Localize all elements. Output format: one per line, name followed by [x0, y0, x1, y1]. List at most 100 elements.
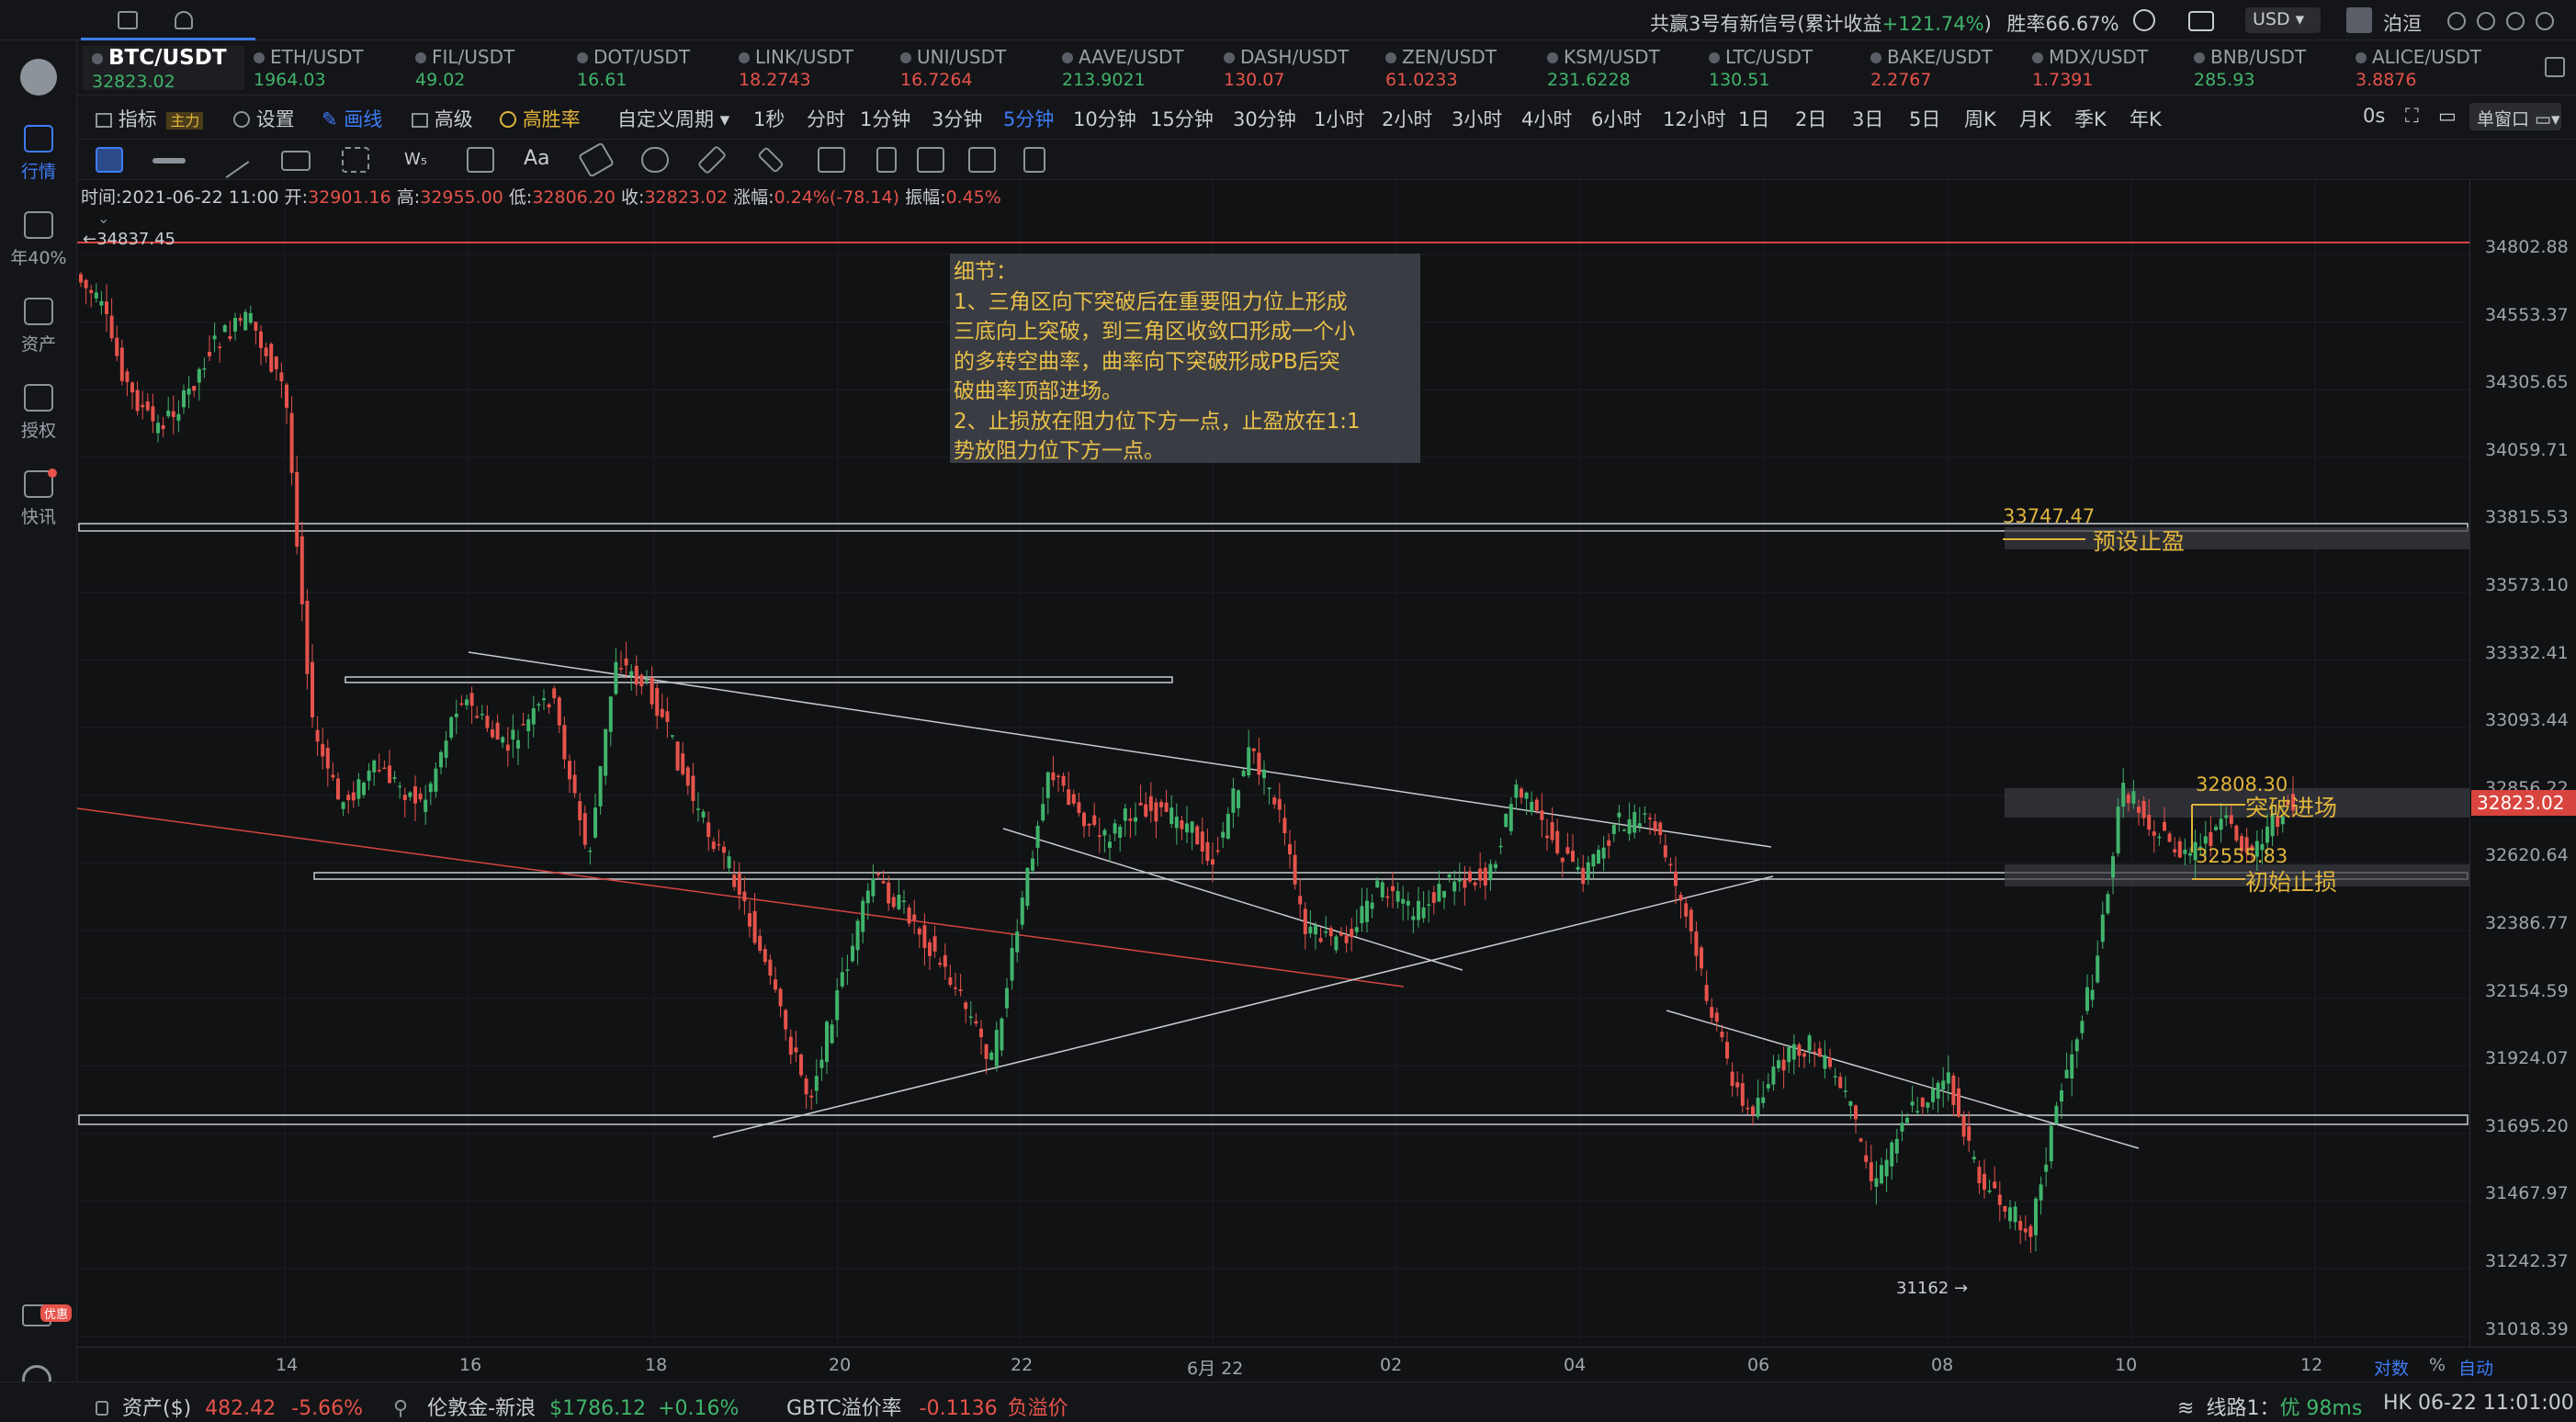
ruler-tool-icon[interactable]	[696, 144, 728, 175]
resistance-band-short[interactable]	[345, 676, 1173, 683]
settings-button[interactable]: 设置	[233, 105, 295, 132]
asset-status[interactable]: 资产($) 482.42 -5.66%	[96, 1392, 363, 1421]
ray-tool-icon[interactable]	[211, 141, 250, 179]
measure-tool-icon[interactable]	[467, 147, 494, 173]
curvature-line[interactable]	[1002, 828, 1463, 971]
line-tool-icon[interactable]	[153, 158, 186, 164]
window-icon[interactable]: ▭	[2438, 105, 2457, 127]
down-channel-line[interactable]	[1666, 1010, 2140, 1149]
period-option[interactable]: 4小时	[1521, 108, 1573, 130]
period-option[interactable]: 2日	[1795, 108, 1827, 130]
fib-tool-icon[interactable]	[342, 147, 369, 173]
wave-tool-icon[interactable]: W₅	[404, 150, 428, 169]
save-tool-icon[interactable]	[968, 147, 996, 173]
copy-tool-icon[interactable]	[917, 147, 944, 173]
period-option[interactable]: 6小时	[1591, 108, 1643, 130]
period-option[interactable]: 3日	[1852, 108, 1884, 130]
brush-tool-icon[interactable]	[757, 146, 785, 174]
ticker-item[interactable]: KSM/USDT 231.6228	[1538, 46, 1700, 90]
period-option[interactable]: 1分钟	[860, 108, 911, 130]
period-option[interactable]: 分时	[807, 108, 845, 130]
text-tool-icon[interactable]: Aa	[524, 147, 550, 170]
settings-icon[interactable]	[2447, 12, 2466, 30]
delete-tool-icon[interactable]	[1023, 147, 1045, 173]
bell-icon[interactable]	[175, 11, 193, 29]
signal-notice[interactable]: 共赢3号有新信号(累计收益+121.74%) 胜率66.67%	[1650, 13, 2119, 35]
period-option[interactable]: 15分钟	[1150, 108, 1214, 130]
custom-period-dropdown[interactable]: 自定义周期 ▾	[617, 108, 730, 130]
period-option[interactable]: 3分钟	[932, 108, 983, 130]
period-option[interactable]: 3小时	[1452, 108, 1503, 130]
period-option[interactable]: 季K	[2074, 108, 2107, 130]
network-status[interactable]: ≋ 线路1：优 98ms	[2177, 1397, 2363, 1420]
period-option[interactable]: 10分钟	[1073, 108, 1136, 130]
period-option[interactable]: 周K	[1964, 108, 1996, 130]
layout-icon[interactable]	[118, 11, 138, 29]
close-icon[interactable]	[2536, 12, 2554, 30]
nav-market[interactable]: 行情	[0, 125, 77, 183]
ticker-item[interactable]: ZEN/USDT 61.0233	[1376, 46, 1538, 90]
rect-tool-icon[interactable]	[281, 151, 311, 171]
nav-assets[interactable]: 资产	[0, 298, 77, 356]
ticker-item[interactable]: BAKE/USDT 2.2767	[1861, 46, 2023, 90]
period-option[interactable]: 1秒	[753, 108, 785, 130]
shirt-icon[interactable]	[2188, 11, 2214, 31]
strategy-note[interactable]: 细节： 1、三角区向下突破后在重要阻力位上形成 三底向上突破，到三角区收敛口形成…	[950, 254, 1420, 463]
template-tool-icon[interactable]	[818, 147, 845, 173]
ticker-item[interactable]: LTC/USDT 130.51	[1700, 46, 1861, 90]
ticker-item[interactable]: DOT/USDT 16.61	[568, 46, 729, 90]
lower-triangle-line[interactable]	[712, 875, 1774, 1138]
minimize-icon[interactable]	[2477, 12, 2495, 30]
lock-tool-icon[interactable]	[876, 147, 897, 173]
ticker-item[interactable]: BNB/USDT 285.93	[2185, 46, 2346, 90]
period-option[interactable]: 5日	[1909, 108, 1941, 130]
ticker-item[interactable]: DASH/USDT 130.07	[1215, 46, 1376, 90]
username[interactable]: 泊洹	[2383, 13, 2422, 35]
currency-select[interactable]: USD ▾	[2245, 7, 2321, 33]
red-trend-line[interactable]	[77, 807, 1405, 988]
nav-news[interactable]: 快讯	[0, 470, 77, 528]
nav-strategy[interactable]: 年40%	[0, 211, 77, 269]
upper-triangle-line[interactable]	[468, 651, 1772, 848]
period-option[interactable]: 30分钟	[1233, 108, 1296, 130]
ticker-item[interactable]: AAVE/USDT 213.9021	[1053, 46, 1215, 90]
indicator-button[interactable]: 指标 主力	[96, 105, 204, 132]
draw-button[interactable]: ✎ 画线	[322, 108, 383, 130]
support-band[interactable]	[78, 1114, 2469, 1125]
clock: HK 06-22 11:01:00	[2383, 1392, 2574, 1415]
period-option[interactable]: 12小时	[1663, 108, 1726, 130]
ticker-item[interactable]: LINK/USDT 18.2743	[729, 46, 891, 90]
ticker-item[interactable]: BTC/USDT 32823.02	[83, 46, 244, 92]
nav-authorize[interactable]: 授权	[0, 384, 77, 442]
magnet-tool-icon[interactable]	[641, 147, 669, 173]
add-ticker-icon[interactable]	[2545, 57, 2565, 77]
ticker-item[interactable]: UNI/USDT 16.7264	[891, 46, 1053, 90]
ticker-item[interactable]: FIL/USDT 49.02	[406, 46, 568, 90]
axis-pct-toggle[interactable]: %	[2429, 1355, 2446, 1375]
period-option[interactable]: 5分钟	[1003, 108, 1055, 130]
avatar[interactable]	[2346, 7, 2372, 33]
eraser-tool-icon[interactable]	[578, 141, 615, 178]
winrate-button[interactable]: 高胜率	[500, 105, 581, 132]
collapse-chevron-icon[interactable]: ⌄	[97, 209, 110, 227]
period-option[interactable]: 1日	[1738, 108, 1770, 130]
gold-status[interactable]: ⚲ 伦敦金-新浪 $1786.12 +0.16%	[393, 1397, 740, 1420]
ticker-item[interactable]: ALICE/USDT 3.8876	[2346, 46, 2508, 90]
price-axis[interactable]: 34802.88 34553.37 34305.65 34059.71 33815.53…	[2469, 180, 2576, 1358]
fullscreen-icon[interactable]: ⛶	[2405, 105, 2419, 127]
axis-auto-toggle[interactable]: 自动	[2458, 1359, 2494, 1379]
period-option[interactable]: 年K	[2130, 108, 2162, 130]
axis-log-toggle[interactable]: 对数	[2374, 1359, 2410, 1379]
period-option[interactable]: 2小时	[1382, 108, 1433, 130]
search-icon[interactable]	[2133, 9, 2155, 31]
ticker-item[interactable]: ETH/USDT 1964.03	[244, 46, 406, 90]
gbtc-status[interactable]: GBTC溢价率 -0.1136 负溢价	[786, 1397, 1068, 1420]
time-axis[interactable]: 对数 % 自动 14 16 18 20 22 6月 22 02 04 06 08 10 12	[77, 1347, 2576, 1382]
ticker-item[interactable]: MDX/USDT 1.7391	[2023, 46, 2185, 90]
period-option[interactable]: 月K	[2019, 108, 2051, 130]
period-option[interactable]: 1小时	[1314, 108, 1365, 130]
window-mode-select[interactable]: 单窗口 ▭▾	[2469, 103, 2561, 130]
maximize-icon[interactable]	[2506, 12, 2525, 30]
advanced-button[interactable]: 高级	[412, 105, 473, 132]
crosshair-tool-icon[interactable]	[96, 147, 123, 173]
